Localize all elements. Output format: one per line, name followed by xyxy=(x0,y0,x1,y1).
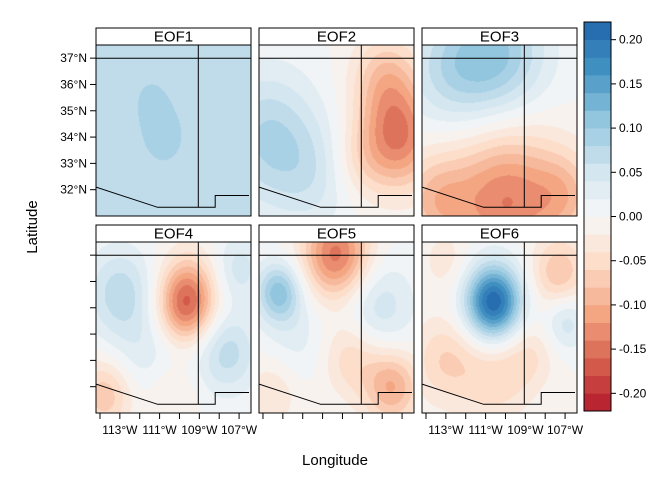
y-axis-label: Latitude xyxy=(24,200,41,253)
panel-frame xyxy=(95,44,252,217)
y-tick-label: 37°N xyxy=(60,51,87,65)
x-tick-label: 111°W xyxy=(468,423,503,437)
x-tick-label: 109°W xyxy=(181,423,218,437)
y-tick-label: 34°N xyxy=(60,130,87,144)
panel-eof2: EOF2 xyxy=(258,27,415,217)
x-axis-label: Longitude xyxy=(302,452,368,469)
colorbar-level xyxy=(584,110,611,129)
colorbar-level xyxy=(584,304,611,323)
x-tick-label: 107°W xyxy=(547,423,584,437)
colorbar: -0.20 -0.15 -0.10 -0.05 0.00 0.05 0.10 0.15 0.20 xyxy=(583,21,647,412)
panel-frame xyxy=(421,241,578,414)
colorbar-tick-label: -0.20 xyxy=(619,386,647,400)
y-tick-label: 32°N xyxy=(60,183,87,197)
heatmap-field xyxy=(259,242,414,413)
colorbar-level xyxy=(584,375,611,394)
x-tick-label: 113°W xyxy=(102,423,138,437)
colorbar-tick-label: 0.10 xyxy=(619,121,643,135)
colorbar-level xyxy=(584,251,611,270)
colorbar-level xyxy=(584,322,611,341)
colorbar-level xyxy=(584,198,611,217)
colorbar-tick-label: 0.15 xyxy=(619,77,643,91)
panel-frame xyxy=(421,44,578,217)
heatmap-field xyxy=(96,45,251,216)
heatmap-field xyxy=(96,242,251,413)
colorbar-level xyxy=(584,234,611,253)
x-tick-label: 111°W xyxy=(142,423,177,437)
panel-eof5: EOF5 xyxy=(258,224,415,414)
state-border-line xyxy=(96,383,249,405)
colorbar-level xyxy=(584,269,611,288)
x-tick-label: 113°W xyxy=(428,423,464,437)
colorbar-level xyxy=(584,163,611,182)
colorbar-level xyxy=(584,75,611,94)
panel-title: EOF1 xyxy=(154,29,193,46)
panel-frame xyxy=(95,241,252,414)
state-border-line xyxy=(422,186,575,208)
panel-title: EOF2 xyxy=(317,29,356,46)
x-tick-label: 109°W xyxy=(507,423,544,437)
colorbar-level xyxy=(584,340,611,359)
colorbar-level xyxy=(584,57,611,76)
panel-title: EOF3 xyxy=(480,29,519,46)
panel-title: EOF4 xyxy=(154,226,193,243)
colorbar-tick-label: -0.05 xyxy=(619,254,647,268)
colorbar-tick-label: 0.00 xyxy=(619,210,643,224)
colorbar-level xyxy=(584,128,611,147)
panel-eof4: EOF4 xyxy=(95,224,252,414)
y-tick-label: 35°N xyxy=(60,104,87,118)
heatmap-field xyxy=(259,45,414,216)
colorbar-tick-label: 0.20 xyxy=(619,33,643,47)
panel-title: EOF5 xyxy=(317,226,356,243)
panel-eof1: EOF1 xyxy=(95,27,252,217)
panel-frame xyxy=(258,44,415,217)
colorbar-level xyxy=(584,287,611,306)
colorbar-tick-label: -0.10 xyxy=(619,298,647,312)
colorbar-level xyxy=(584,145,611,164)
state-border-line xyxy=(96,186,249,208)
colorbar-level xyxy=(584,216,611,235)
panels-layer: EOF1 EOF2 EOF3 EOF4 EOF5 EOF6 xyxy=(95,27,578,414)
colorbar-level xyxy=(584,92,611,111)
heatmap-field xyxy=(422,45,577,216)
y-tick-label: 36°N xyxy=(60,77,87,91)
state-border-line xyxy=(259,186,412,208)
colorbar-level xyxy=(584,181,611,200)
panel-eof3: EOF3 xyxy=(421,27,578,217)
y-tick-label: 33°N xyxy=(60,156,87,170)
x-tick-label: 107°W xyxy=(221,423,258,437)
colorbar-tick-label: 0.05 xyxy=(619,165,643,179)
state-border-line xyxy=(259,383,412,405)
colorbar-level xyxy=(584,22,611,41)
colorbar-level xyxy=(584,357,611,377)
colorbar-tick-label: -0.15 xyxy=(619,342,647,356)
state-border-line xyxy=(422,383,575,405)
panel-eof6: EOF6 xyxy=(421,224,578,414)
panel-title: EOF6 xyxy=(480,226,519,243)
colorbar-level xyxy=(584,39,611,58)
heatmap-field xyxy=(422,242,577,413)
panel-frame xyxy=(258,241,415,414)
colorbar-level xyxy=(584,393,611,412)
